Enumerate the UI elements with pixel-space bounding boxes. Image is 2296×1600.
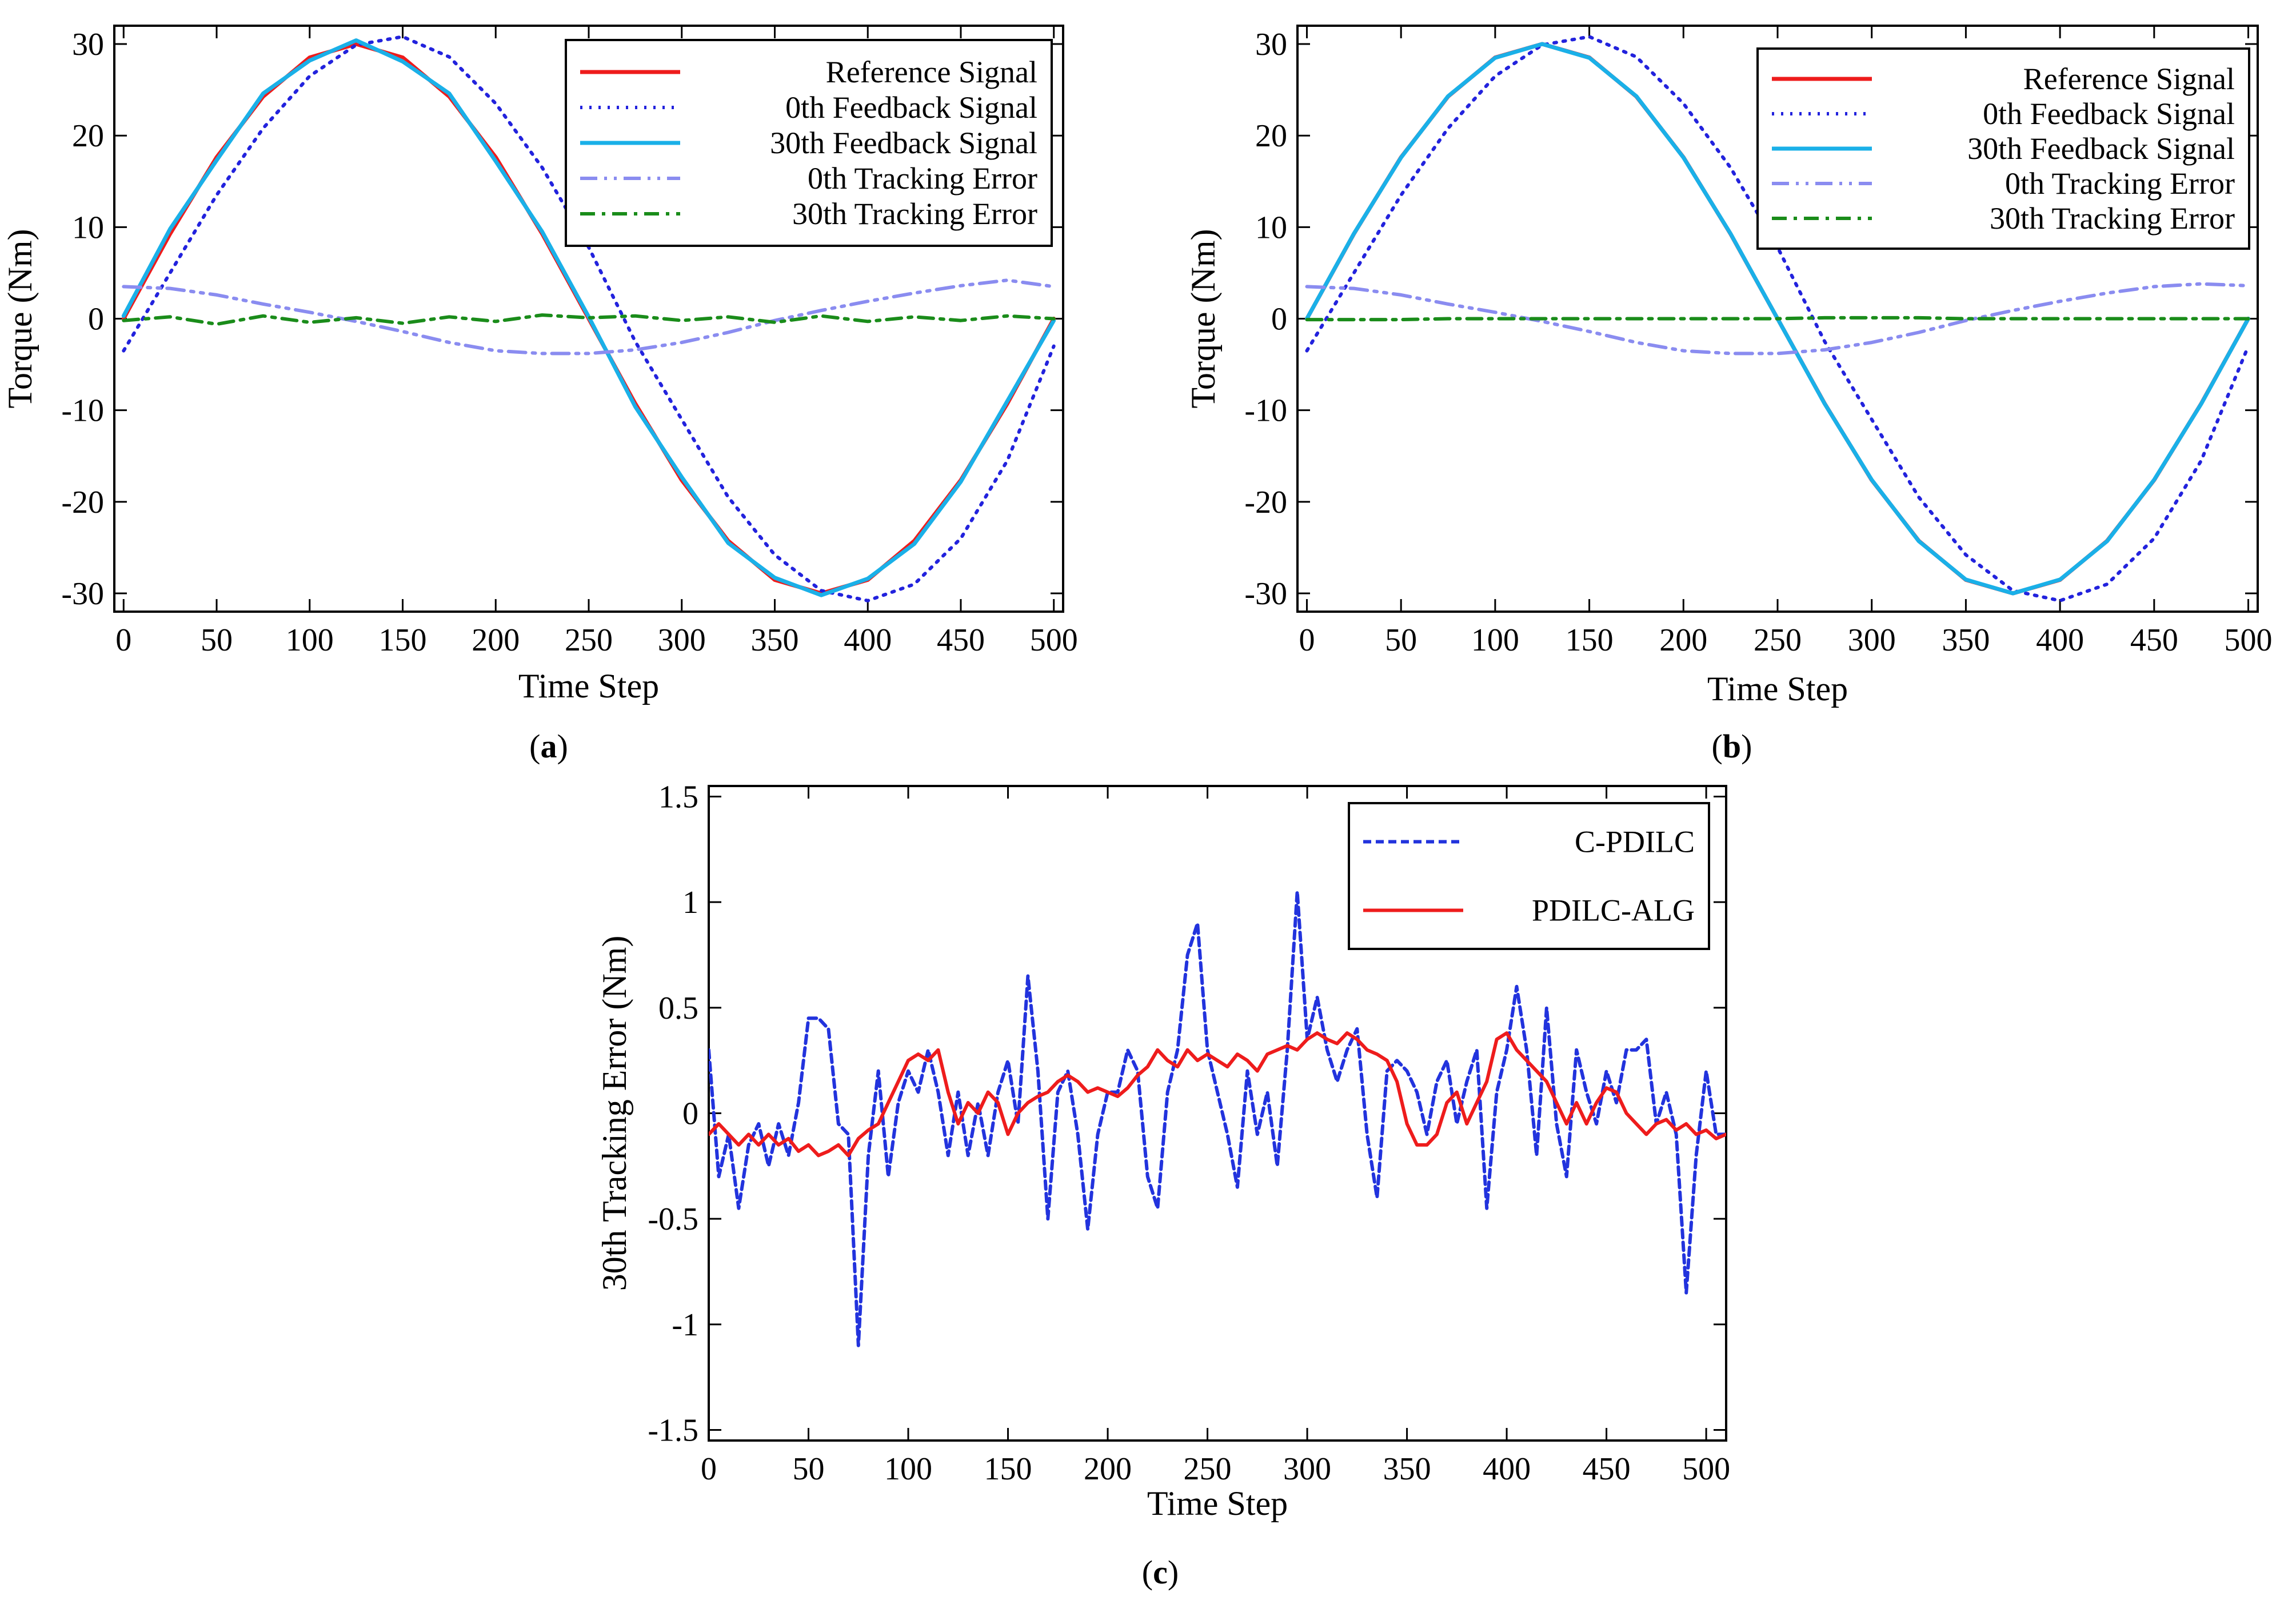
x-tick-label: 50 xyxy=(201,623,233,658)
y-tick-label: 1 xyxy=(682,885,698,920)
y-tick-label: 0 xyxy=(682,1096,698,1132)
x-tick-label: 50 xyxy=(793,1451,825,1487)
legend-label: Reference Signal xyxy=(826,55,1037,89)
caption-c: (c) xyxy=(1142,1554,1179,1591)
y-tick-label: 20 xyxy=(72,118,104,154)
x-tick-label: 100 xyxy=(884,1451,932,1487)
series-line-pdilc-alg xyxy=(709,1031,1726,1158)
x-tick-label: 300 xyxy=(1848,623,1896,658)
series-line-0th-tracking-error xyxy=(122,278,1056,356)
x-tick-label: 400 xyxy=(1483,1451,1531,1487)
x-tick-label: 400 xyxy=(844,623,892,658)
y-tick-label: 20 xyxy=(1255,118,1287,154)
panel-a: 0 50 100 150 200 250 300 350 400 450 5003020100-10… xyxy=(1,25,1078,705)
legend-label: 30th Feedback Signal xyxy=(1967,131,2235,166)
x-tick-label: 0 xyxy=(701,1451,717,1487)
x-tick-label: 50 xyxy=(1385,623,1417,658)
legend-label: 0th Tracking Error xyxy=(808,161,1037,195)
y-tick-label: -30 xyxy=(61,576,104,612)
x-tick-label: 500 xyxy=(2225,623,2273,658)
x-tick-label: 250 xyxy=(1754,623,1802,658)
y-tick-label: 0.5 xyxy=(658,991,698,1026)
y-tick-label: 0 xyxy=(1271,302,1287,337)
y-axis-label: Torque (Nm) xyxy=(1184,229,1222,408)
x-tick-label: 500 xyxy=(1030,623,1078,658)
y-tick-label: -10 xyxy=(61,393,104,429)
x-tick-label: 150 xyxy=(984,1451,1032,1487)
y-axis-label: 30th Tracking Error (Nm) xyxy=(596,936,633,1291)
legend-label: 0th Feedback Signal xyxy=(785,90,1037,125)
x-axis-label: Time Step xyxy=(518,667,659,705)
x-tick-label: 300 xyxy=(658,623,706,658)
x-axis-label: Time Step xyxy=(1147,1485,1288,1522)
legend-box xyxy=(1348,802,1710,950)
y-tick-label: -20 xyxy=(1244,485,1287,520)
y-tick-label: -1.5 xyxy=(648,1413,698,1449)
x-tick-label: 450 xyxy=(2130,623,2178,658)
x-tick-label: 200 xyxy=(1659,623,1707,658)
x-tick-label: 450 xyxy=(937,623,985,658)
caption-a: (a) xyxy=(529,728,568,765)
y-tick-label: -1 xyxy=(672,1307,698,1343)
caption-b: (b) xyxy=(1712,728,1752,765)
x-tick-label: 250 xyxy=(1184,1451,1232,1487)
legend-label: 30th Tracking Error xyxy=(1990,201,2235,236)
x-tick-label: 350 xyxy=(750,623,798,658)
x-tick-label: 150 xyxy=(379,623,427,658)
y-tick-label: -20 xyxy=(61,485,104,520)
y-tick-label: -10 xyxy=(1244,393,1287,429)
y-tick-label: 30 xyxy=(1255,27,1287,62)
legend-label: 0th Feedback Signal xyxy=(1983,97,2235,131)
x-tick-label: 400 xyxy=(2036,623,2084,658)
series-line-0th-tracking-error xyxy=(1305,282,2250,356)
y-tick-label: 30 xyxy=(72,27,104,62)
y-tick-label: 0 xyxy=(88,302,104,337)
x-tick-label: 100 xyxy=(1471,623,1519,658)
legend-label: 0th Tracking Error xyxy=(2005,166,2235,201)
legend-label: 30th Feedback Signal xyxy=(770,126,1037,160)
x-tick-label: 300 xyxy=(1283,1451,1331,1487)
x-tick-label: 100 xyxy=(286,623,334,658)
y-tick-label: 10 xyxy=(72,210,104,245)
legend-label: 30th Tracking Error xyxy=(792,197,1037,231)
series-line-30th-tracking-error xyxy=(1305,316,2250,322)
series-line-c-pdilc xyxy=(709,889,1726,1347)
series-line-0th-feedback-signal xyxy=(122,35,1056,603)
y-tick-label: -0.5 xyxy=(648,1202,698,1237)
panel-b: 0 50 100 150 200 250 300 350 400 450 5003020100-10… xyxy=(1184,25,2273,708)
series-line-0th-feedback-signal xyxy=(1305,35,2250,603)
y-tick-label: 10 xyxy=(1255,210,1287,245)
y-tick-label: 1.5 xyxy=(658,779,698,815)
x-tick-label: 0 xyxy=(115,623,131,658)
x-tick-label: 200 xyxy=(472,623,520,658)
legend-label: PDILC-ALG xyxy=(1532,893,1695,928)
panel-c: 0 50 100 150 200 250 300 350 400 450 500 1.5 1 0.5 0 -0… xyxy=(596,779,1730,1522)
series-line-30th-tracking-error xyxy=(122,313,1056,326)
x-tick-label: 250 xyxy=(565,623,613,658)
legend: C-PDILC PDILC-ALG xyxy=(1348,802,1710,950)
x-tick-label: 350 xyxy=(1942,623,1990,658)
legend-label: C-PDILC xyxy=(1575,825,1695,859)
x-tick-label: 150 xyxy=(1566,623,1614,658)
x-axis-label: Time Step xyxy=(1707,670,1848,708)
x-tick-label: 500 xyxy=(1682,1451,1730,1487)
x-tick-label: 350 xyxy=(1383,1451,1431,1487)
x-tick-label: 200 xyxy=(1084,1451,1132,1487)
x-tick-label: 450 xyxy=(1583,1451,1631,1487)
y-tick-label: -30 xyxy=(1244,576,1287,612)
legend-label: Reference Signal xyxy=(2023,62,2235,96)
y-axis-label: Torque (Nm) xyxy=(1,229,39,408)
x-tick-label: 0 xyxy=(1299,623,1315,658)
